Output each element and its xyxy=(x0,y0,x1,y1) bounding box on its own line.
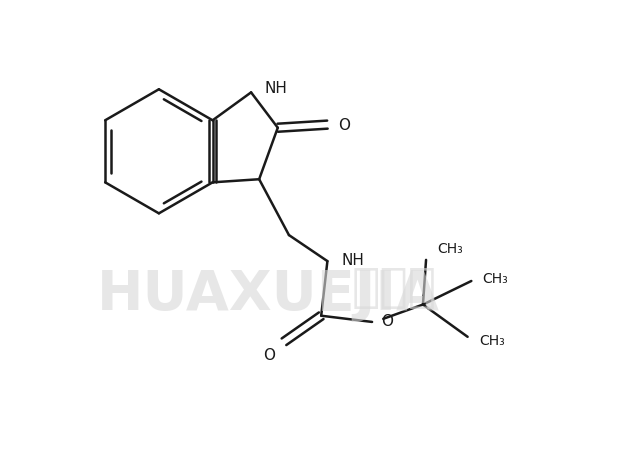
Text: O: O xyxy=(338,118,350,133)
Text: HUAXUEJIA: HUAXUEJIA xyxy=(97,268,440,321)
Text: O: O xyxy=(381,313,392,329)
Text: CH₃: CH₃ xyxy=(479,333,504,347)
Text: CH₃: CH₃ xyxy=(437,242,463,255)
Text: O: O xyxy=(263,347,274,362)
Text: NH: NH xyxy=(341,253,364,268)
Text: NH: NH xyxy=(265,81,288,96)
Text: 化学加: 化学加 xyxy=(351,266,436,311)
Text: CH₃: CH₃ xyxy=(482,271,508,285)
